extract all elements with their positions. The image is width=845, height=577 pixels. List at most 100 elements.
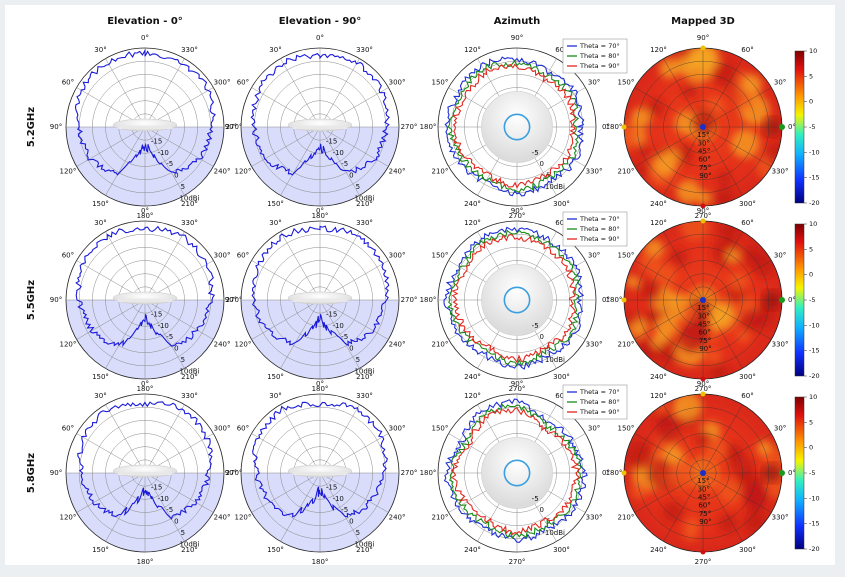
heatmap-blob [740,309,764,333]
legend-label: Theta = 90° [579,408,620,416]
polar-spoke [319,299,360,369]
polar-spoke [319,231,360,301]
column-title: Elevation - 0° [107,16,183,27]
angle-label: 0° [141,380,149,388]
elevation-pattern-line [75,225,216,348]
angle-label: 300° [739,373,756,381]
heatmap-blob [681,305,697,321]
theta-ring-label: 75° [699,510,711,518]
angle-label: 150° [92,546,109,554]
heatmap-blob [716,170,732,186]
angle-label: 180° [137,385,154,393]
angle-label: 210° [181,373,198,381]
map-spoke [702,299,743,369]
polar-spoke [319,126,360,196]
colorbar-tick-label: -15 [809,174,820,182]
angle-label: 90° [697,380,709,388]
angle-label: 330° [586,341,603,349]
legend-label: Theta = 70° [579,388,620,396]
radial-tick-label: -10 [332,322,343,330]
polar-spoke [105,404,146,474]
angle-label: 120° [464,392,481,400]
map-spoke [634,126,704,167]
heatmap [624,221,782,379]
map-spoke [663,126,704,196]
angle-label: 30° [774,79,786,87]
heatmap-blob [639,278,662,302]
heatmap-blob [725,248,741,264]
colorbar-tick-label: -20 [809,372,820,380]
angle-label: 90° [697,207,709,215]
angle-label: 60° [741,46,753,54]
angle-label: 240° [214,514,231,522]
theta-ring-label: 90° [699,345,711,353]
theta-ring-label: 30° [698,139,710,147]
heatmap-blob [718,479,743,504]
device-disc [481,264,553,336]
antenna-pattern-chart: Elevation - 0° Elevation - 90° Azimuth Mapp… [26,16,820,566]
angle-label: 330° [772,341,789,349]
angle-label: 240° [650,200,667,208]
colorbar-tick-label: -5 [809,469,815,477]
legend: Theta = 70° Theta = 80° Theta = 90° [562,38,628,74]
antenna-base [292,299,348,302]
angle-label: 120° [650,219,667,227]
angle-label: 240° [389,514,406,522]
angle-label: 180° [137,212,154,220]
angle-label: 150° [92,200,109,208]
colorbar-tick-label: 5 [809,72,813,80]
map-spoke [634,299,704,340]
colorbar [794,223,805,377]
heatmap-blob [718,221,741,242]
angle-label: 180° [606,123,623,131]
polar-spoke [144,126,214,167]
y-axis-marker [621,124,627,130]
elevation-pattern-line [252,401,388,518]
angle-label: 30° [94,219,106,227]
polar-spoke [76,299,146,340]
heatmap-blob [653,153,676,176]
elevation-pattern-line [77,401,213,520]
angle-label: 90° [511,207,523,215]
y-axis-marker [621,297,627,303]
angle-label: 270° [226,296,243,304]
angle-label: 30° [774,252,786,260]
polar-spoke [319,472,360,542]
colorbar-tick-label: -20 [809,199,820,207]
theta-ring-label: 75° [699,337,711,345]
angle-label: 150° [617,79,634,87]
heatmap-blob [625,313,638,326]
polar-spoke [280,299,321,369]
angle-label: 0° [316,207,324,215]
angle-label: 330° [586,168,603,176]
row-label: 5.5GHz [26,280,37,320]
radial-tick-label: 0 [540,333,544,341]
radial-tick-label: 10dBi [354,194,374,202]
polar-spoke [144,404,185,474]
antenna-base [292,126,348,129]
angle-label: 240° [389,341,406,349]
angle-label: 210° [181,546,198,554]
angle-label: 330° [181,219,198,227]
radial-tick-label: 10dBi [545,183,565,191]
polar-spoke [280,404,321,474]
heatmap-blob [728,271,749,292]
angle-label: 60° [62,425,74,433]
angle-label: 300° [389,79,406,87]
antenna-dome [287,464,353,478]
angle-label: 240° [464,200,481,208]
antenna-base [117,126,173,129]
angle-label: 270° [509,558,526,565]
angle-label: 90° [50,469,62,477]
radial-tick-label: 5 [181,529,185,537]
colorbar-tick-label: -10 [809,494,820,502]
angle-label: 330° [356,392,373,400]
angle-label: 0° [788,123,796,131]
angle-label: 210° [356,373,373,381]
legend-label: Theta = 90° [579,235,620,243]
heatmap-blob [704,439,727,462]
heatmap-blob [695,48,716,66]
z-axis-marker [700,549,706,555]
radial-tick-label: 5 [356,356,360,364]
angle-label: 300° [553,546,570,554]
